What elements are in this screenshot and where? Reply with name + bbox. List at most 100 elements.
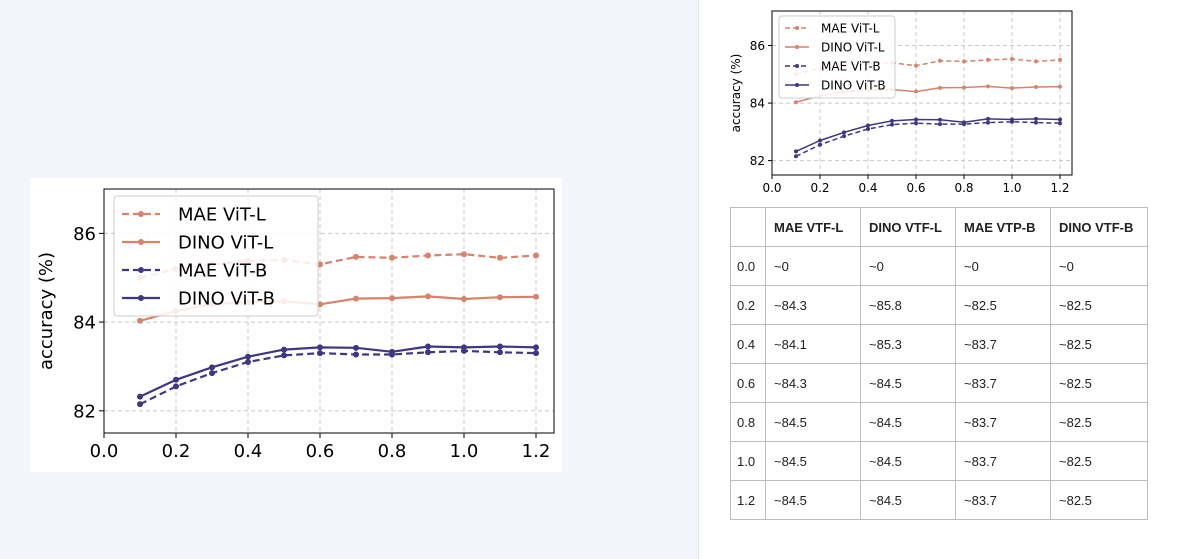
data-point <box>353 344 359 351</box>
data-point <box>1058 121 1062 126</box>
data-point <box>389 295 395 302</box>
data-point <box>245 353 251 360</box>
data-point <box>425 349 431 356</box>
y-axis-label: accuracy (%) <box>36 252 57 370</box>
data-point <box>1058 57 1062 62</box>
x-tick-label: 1.0 <box>1002 181 1021 195</box>
legend-label: MAE ViT-L <box>178 204 266 225</box>
data-point <box>962 85 966 90</box>
data-point <box>914 121 918 126</box>
table-cell: ~85.3 <box>860 324 956 364</box>
table-cell: ~83.7 <box>955 441 1051 481</box>
table-cell: ~84.5 <box>860 441 956 481</box>
data-point <box>794 149 798 154</box>
data-point <box>1034 120 1038 125</box>
axes-frame <box>103 188 555 434</box>
table-header-cell: DINO VTF-L <box>860 207 956 247</box>
table-cell: ~84.5 <box>765 402 861 442</box>
legend-label: DINO ViT-B <box>821 78 886 92</box>
legend-marker <box>795 83 799 87</box>
y-tick-label: 84 <box>750 96 765 110</box>
series-line-3 <box>795 118 1061 153</box>
table-cell: 0.8 <box>730 402 766 442</box>
table-cell: ~82.5 <box>1050 402 1148 442</box>
legend-box <box>778 15 896 99</box>
data-point <box>353 253 359 260</box>
data-point <box>137 317 143 324</box>
series-line-3 <box>139 345 537 398</box>
legend-label: MAE ViT-B <box>178 260 267 281</box>
table-cell: 0.2 <box>730 285 766 325</box>
x-tick-label: 1.0 <box>450 441 479 462</box>
table-cell: ~84.5 <box>860 363 956 403</box>
data-point <box>938 85 942 90</box>
legend-label: DINO ViT-L <box>178 232 273 253</box>
legend-label: MAE ViT-B <box>821 59 881 73</box>
data-point <box>914 117 918 122</box>
table-cell: ~84.3 <box>765 285 861 325</box>
data-point <box>209 364 215 371</box>
panel-divider <box>698 0 699 559</box>
table-cell: ~84.5 <box>860 480 956 520</box>
data-point <box>818 138 822 143</box>
table-row: 1.2 ~84.5 ~84.5 ~83.7 ~82.5 <box>730 480 1148 520</box>
data-point <box>1010 86 1014 91</box>
data-point <box>890 118 894 123</box>
legend-marker <box>138 211 144 217</box>
table-header-row: MAE VTF-L DINO VTF-L MAE VTP-B DINO VTF-… <box>730 207 1148 247</box>
table-cell: ~0 <box>860 246 956 286</box>
data-point <box>938 122 942 127</box>
table-header-cell: MAE VTF-L <box>765 207 861 247</box>
data-point <box>986 116 990 121</box>
x-tick-label: 1.2 <box>522 441 551 462</box>
table-row: 0.6 ~84.3 ~84.5 ~83.7 ~82.5 <box>730 363 1148 403</box>
table-cell: ~84.5 <box>765 441 861 481</box>
data-point <box>1010 57 1014 62</box>
data-point <box>1034 116 1038 121</box>
data-point <box>938 58 942 63</box>
legend-label: DINO ViT-L <box>821 40 885 54</box>
y-tick-label: 86 <box>73 224 96 245</box>
data-point <box>1058 117 1062 122</box>
x-tick-label: 0.6 <box>906 181 925 195</box>
series-line-2 <box>139 349 537 406</box>
x-tick-label: 0.4 <box>234 441 263 462</box>
table-cell: ~83.7 <box>955 324 1051 364</box>
data-point <box>914 63 918 68</box>
table-cell: ~0 <box>955 246 1051 286</box>
data-point <box>962 59 966 64</box>
x-tick-label: 0.4 <box>858 181 877 195</box>
data-point <box>281 352 287 359</box>
table-row: 0.2 ~84.3 ~85.8 ~82.5 ~82.5 <box>730 285 1148 325</box>
table-cell: ~0 <box>1050 246 1148 286</box>
series-line-2 <box>795 121 1061 157</box>
data-point <box>173 376 179 383</box>
data-point <box>533 350 539 357</box>
data-point <box>533 252 539 259</box>
data-point <box>317 344 323 351</box>
x-tick-label: 1.2 <box>1050 181 1069 195</box>
chart-small: 0.0 0.2 0.4 0.6 0.8 1.0 1.2 82 84 86 accuracy (%) M… <box>729 10 1073 195</box>
table-cell: 0.0 <box>730 246 766 286</box>
table-cell: ~82.5 <box>1050 363 1148 403</box>
x-tick-label: 0.8 <box>954 181 973 195</box>
x-tick-label: 0.2 <box>810 181 829 195</box>
data-point <box>497 294 503 301</box>
table-header-cell: MAE VTP-B <box>955 207 1051 247</box>
data-point <box>1034 84 1038 89</box>
table-cell: ~85.8 <box>860 285 956 325</box>
table-header-cell: DINO VTF-B <box>1050 207 1148 247</box>
table-cell: ~83.7 <box>955 363 1051 403</box>
table-cell: ~82.5 <box>955 285 1051 325</box>
data-point <box>281 346 287 353</box>
table-cell: ~82.5 <box>1050 441 1148 481</box>
y-tick-label: 86 <box>750 39 765 53</box>
table-cell: ~83.7 <box>955 402 1051 442</box>
data-table: MAE VTF-L DINO VTF-L MAE VTP-B DINO VTF-… <box>730 207 1148 520</box>
table-cell: ~82.5 <box>1050 285 1148 325</box>
data-point <box>425 252 431 259</box>
table-row: 1.0 ~84.5 ~84.5 ~83.7 ~82.5 <box>730 441 1148 481</box>
data-point <box>1010 117 1014 122</box>
data-point <box>461 251 467 258</box>
legend-label: DINO ViT-B <box>178 288 275 309</box>
